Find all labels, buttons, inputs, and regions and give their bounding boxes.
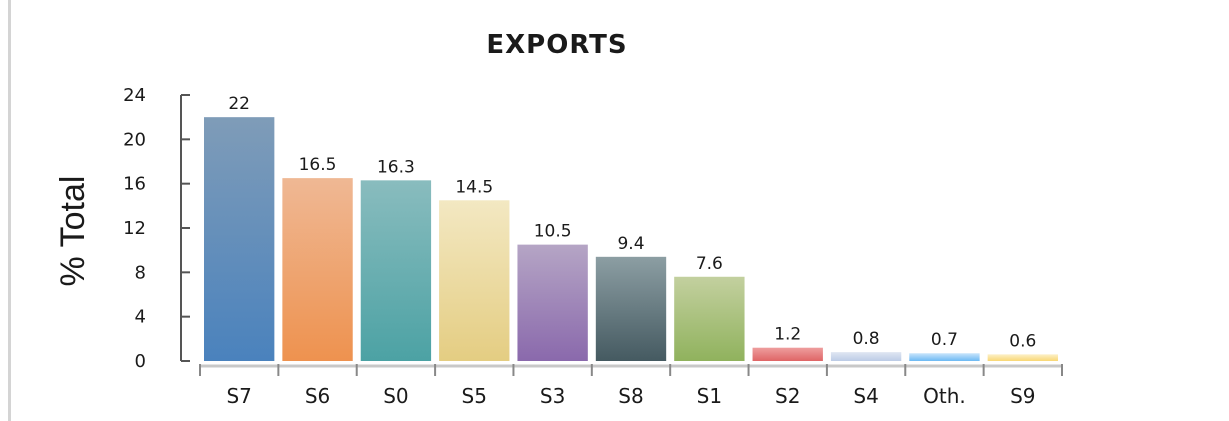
y-tick-label: 20: [123, 129, 146, 150]
y-tick-label: 12: [123, 218, 146, 239]
y-tick-label: 8: [135, 262, 146, 283]
bars: 22 16.5 16.3 14.5 10.5 9.4 7.6 1.2 0.8 0.7 0.6: [204, 94, 1058, 362]
bar-s0: [360, 180, 432, 361]
data-label: 0.6: [1009, 331, 1036, 351]
category-label: S1: [697, 384, 722, 408]
chart-title: EXPORTS: [486, 30, 627, 60]
y-axis: 0 4 8 12 16 20 24: [123, 85, 190, 372]
category-label: S3: [540, 384, 565, 408]
bar-s2: [752, 347, 823, 361]
bar-s9: [987, 354, 1058, 361]
data-label: 10.5: [534, 222, 572, 242]
bar-s7: [204, 117, 275, 362]
bar-s8: [595, 256, 667, 361]
data-label: 22: [228, 94, 250, 114]
x-axis: S7 S6 S0 S5 S3 S8 S1 S2 S4 Oth. S9: [199, 364, 1063, 408]
category-label: S7: [226, 384, 251, 408]
data-label: 16.5: [299, 155, 337, 175]
category-label: Oth.: [923, 384, 966, 408]
y-tick-label: 4: [135, 307, 146, 328]
data-label: 1.2: [774, 325, 801, 345]
left-divider: [8, 0, 11, 421]
bar-s5: [439, 200, 510, 361]
bar-oth: [909, 353, 980, 361]
bar-s6: [282, 178, 353, 361]
bar-s4: [830, 352, 902, 361]
bar-s3: [517, 244, 588, 361]
bar-s1: [674, 276, 745, 361]
category-label: S0: [383, 384, 408, 408]
y-axis-label: % Total: [54, 176, 92, 287]
data-label: 9.4: [617, 234, 644, 254]
y-tick-label: 16: [123, 174, 146, 195]
category-label: S9: [1010, 384, 1035, 408]
category-label: S8: [618, 384, 643, 408]
category-label: S4: [853, 384, 878, 408]
y-tick-label: 0: [135, 351, 146, 372]
category-label: S6: [305, 384, 330, 408]
category-label: S5: [462, 384, 487, 408]
data-label: 0.8: [853, 329, 880, 349]
data-label: 7.6: [696, 254, 723, 274]
data-label: 14.5: [455, 177, 493, 197]
data-label: 0.7: [931, 330, 958, 350]
data-label: 16.3: [377, 157, 415, 177]
y-tick-label: 24: [123, 85, 146, 106]
category-label: S2: [775, 384, 800, 408]
